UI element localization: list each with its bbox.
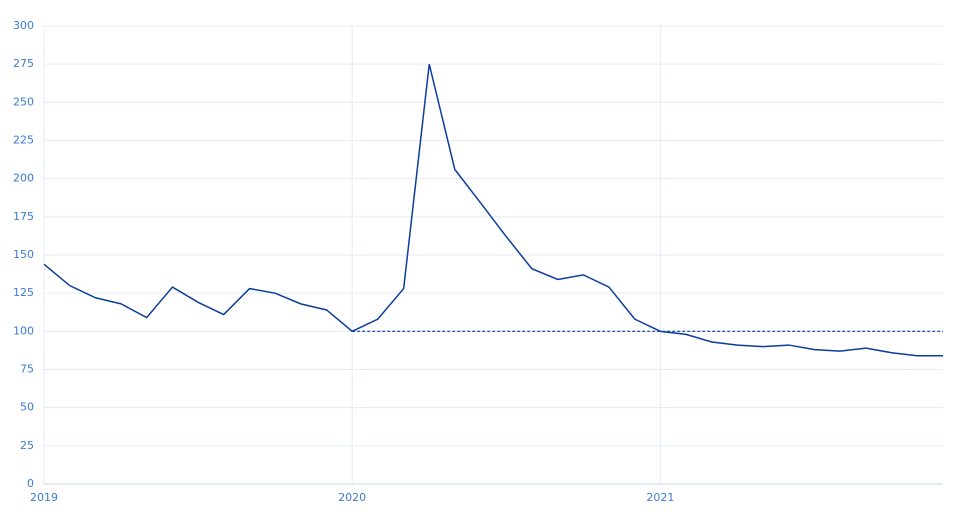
y-tick-label: 225 [13, 134, 34, 147]
x-tick-label: 2020 [338, 491, 366, 504]
series-line [43, 63, 943, 357]
x-tick-label: 2021 [646, 491, 674, 504]
y-tick-label: 250 [13, 95, 34, 108]
y-tick-label: 75 [20, 363, 34, 376]
y-tick-label: 200 [13, 172, 34, 185]
y-tick-label: 0 [27, 477, 34, 490]
x-tick-label: 2019 [30, 491, 58, 504]
y-tick-label: 275 [13, 57, 34, 70]
y-tick-label: 150 [13, 248, 34, 261]
y-tick-label: 50 [20, 401, 34, 414]
y-tick-label: 125 [13, 286, 34, 299]
y-tick-label: 175 [13, 210, 34, 223]
y-tick-label: 300 [13, 19, 34, 32]
y-tick-label: 25 [20, 439, 34, 452]
y-tick-label: 100 [13, 324, 34, 337]
